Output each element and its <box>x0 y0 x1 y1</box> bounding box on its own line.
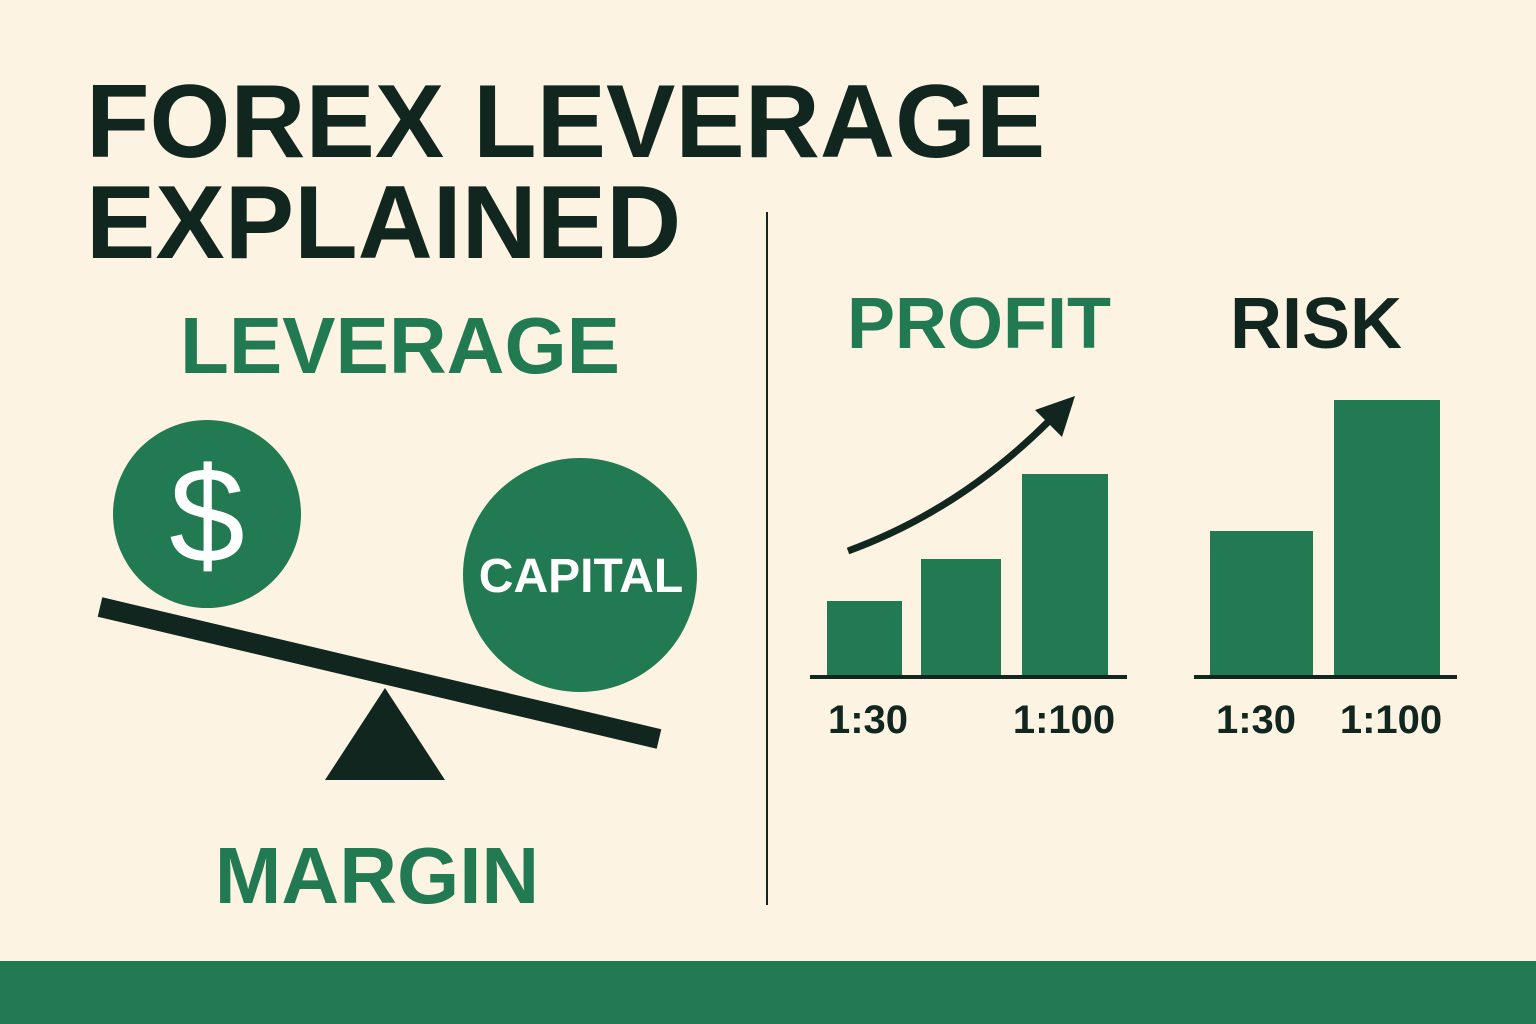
risk-bar <box>1334 400 1440 677</box>
dollar-coin <box>113 420 301 608</box>
title-line: EXPLAINED <box>86 165 681 281</box>
leverage-heading: LEVERAGE <box>180 301 620 390</box>
profit-heading: PROFIT <box>847 284 1111 364</box>
risk-bar <box>1210 531 1313 677</box>
ratio-label: 1:30 <box>1216 698 1296 742</box>
arrow-head <box>1035 396 1075 437</box>
seesaw-beam <box>97 597 662 749</box>
capital-label: CAPITAL <box>479 550 683 603</box>
fulcrum <box>325 688 445 780</box>
trend-arrow <box>846 417 1053 555</box>
title-line: FOREX LEVERAGE <box>86 64 1045 180</box>
footer-band <box>0 961 1536 1024</box>
ratio-label: 1:30 <box>828 698 908 742</box>
dollar-symbol: $ <box>169 439 245 591</box>
capital-coin <box>463 458 697 692</box>
ratio-label: 1:100 <box>1013 698 1115 742</box>
margin-label: MARGIN <box>215 831 539 920</box>
profit-bar <box>827 601 902 677</box>
ratio-label: 1:100 <box>1340 698 1442 742</box>
profit-bar <box>1022 474 1108 677</box>
risk-heading: RISK <box>1230 284 1402 364</box>
profit-bar <box>921 559 1001 677</box>
